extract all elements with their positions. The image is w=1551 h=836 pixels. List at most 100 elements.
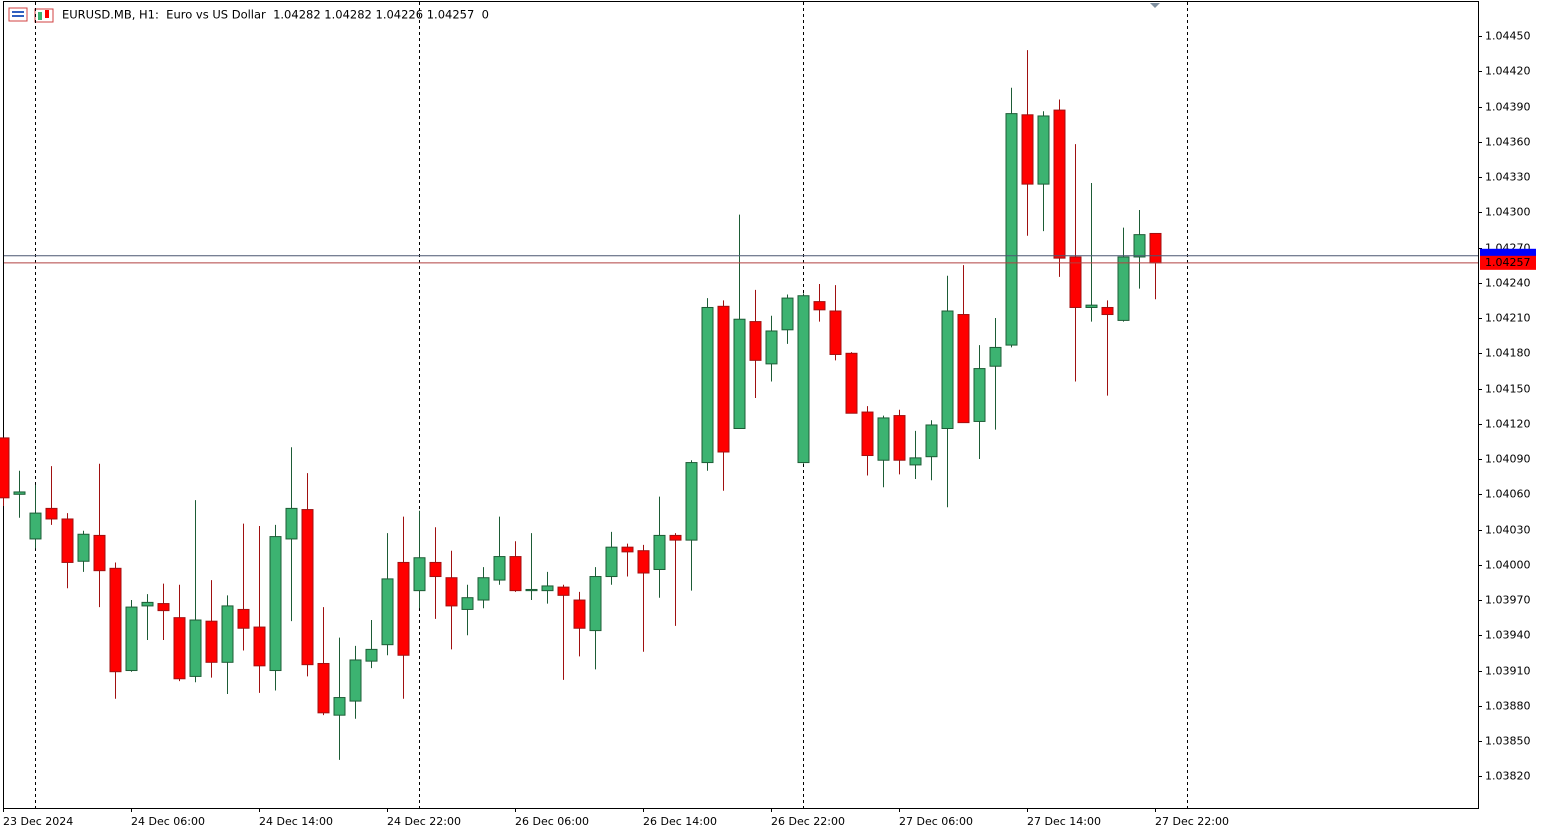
candle-body: [1101, 306, 1114, 316]
y-tick-label: 1.03940: [1485, 629, 1531, 642]
candle-body: [173, 617, 186, 680]
candle-body: [941, 310, 954, 429]
candle-body: [445, 577, 458, 607]
candle-body: [525, 588, 538, 592]
y-tick-label: 1.04450: [1485, 30, 1531, 43]
candle-body: [205, 620, 218, 663]
candle-body: [0, 437, 10, 499]
y-tick-label: 1.04060: [1485, 488, 1531, 501]
y-tick-label: 1.03970: [1485, 594, 1531, 607]
icon: [34, 8, 54, 23]
candle-body: [413, 557, 426, 592]
candle-body: [301, 509, 314, 666]
toolbar-icons: [8, 7, 54, 23]
candle-body: [893, 415, 906, 461]
candle-body: [285, 507, 298, 540]
chart-title: EURUSD.MB, H1: Euro vs US Dollar 1.04282…: [62, 8, 489, 22]
candle-body: [365, 648, 378, 662]
candle-body: [317, 662, 330, 714]
icon: [8, 7, 28, 22]
candle-body: [557, 586, 570, 596]
candle-body: [221, 605, 234, 663]
y-tick-label: 1.04390: [1485, 101, 1531, 114]
candle-body: [109, 567, 122, 673]
shift-marker: [1150, 3, 1160, 8]
candle-body: [397, 561, 410, 656]
candle-body: [669, 534, 682, 541]
candle-body: [493, 556, 506, 581]
y-tick-label: 1.04360: [1485, 136, 1531, 149]
candle-body: [717, 305, 730, 453]
candle-body: [1005, 113, 1018, 346]
x-tick-label: 27 Dec 22:00: [1155, 815, 1229, 828]
candle-body: [477, 577, 490, 601]
candle-body: [605, 546, 618, 578]
candle-body: [925, 424, 938, 458]
x-tick-label: 23 Dec 2024: [3, 815, 73, 828]
candle-body: [461, 597, 474, 610]
candle-body: [621, 546, 634, 553]
y-tick-label: 1.04090: [1485, 453, 1531, 466]
candle-body: [61, 518, 74, 563]
candle-body: [29, 512, 42, 540]
y-tick-label: 1.04300: [1485, 206, 1531, 219]
candle-body: [589, 576, 602, 632]
candle-body: [797, 295, 810, 464]
candle-body: [1085, 304, 1098, 308]
y-tick-label: 1.04030: [1485, 524, 1531, 537]
candle-body: [861, 411, 874, 457]
candle-body: [829, 310, 842, 355]
candle-body: [1149, 232, 1162, 264]
candle-body: [733, 318, 746, 429]
y-tick-label: 1.03850: [1485, 735, 1531, 748]
candle-body: [125, 606, 138, 672]
candle-body: [765, 330, 778, 365]
y-tick-label: 1.03880: [1485, 700, 1531, 713]
y-tick-label: 1.04420: [1485, 65, 1531, 78]
candle-body: [1053, 109, 1066, 259]
candle-body: [973, 368, 986, 422]
candle-body: [701, 306, 714, 464]
icon: [45, 10, 49, 18]
candle-body: [253, 626, 266, 667]
candle-body: [429, 561, 442, 578]
candle-body: [781, 297, 794, 331]
y-tick-label: 1.04240: [1485, 277, 1531, 290]
x-tick-label: 24 Dec 14:00: [259, 815, 333, 828]
y-tick-label: 1.03910: [1485, 665, 1531, 678]
candle-body: [509, 556, 522, 592]
x-tick-label: 26 Dec 06:00: [515, 815, 589, 828]
y-tick-label: 1.04210: [1485, 312, 1531, 325]
y-tick-label: 1.04150: [1485, 383, 1531, 396]
y-tick-label: 1.04120: [1485, 418, 1531, 431]
candle-body: [45, 507, 58, 520]
candle-body: [1069, 256, 1082, 308]
plot-frame: [3, 1, 1479, 809]
x-tick-label: 27 Dec 14:00: [1027, 815, 1101, 828]
icon: [12, 11, 24, 13]
candle-body: [909, 457, 922, 466]
bid-label: 1.04257: [1485, 256, 1531, 269]
candle-body: [1133, 234, 1146, 258]
candle-body: [845, 352, 858, 414]
y-tick-label: 1.03820: [1485, 770, 1531, 783]
candle-body: [77, 533, 90, 562]
candle-body: [989, 346, 1002, 367]
candle-body: [637, 550, 650, 574]
candle-body: [1037, 115, 1050, 185]
candle-body: [157, 603, 170, 612]
candle-body: [93, 534, 106, 572]
candle-body: [957, 314, 970, 424]
x-tick-label: 24 Dec 06:00: [131, 815, 205, 828]
candle-body: [237, 608, 250, 629]
candle-body: [333, 697, 346, 716]
candle-body: [749, 321, 762, 361]
candle-body: [1117, 256, 1130, 321]
x-tick-label: 26 Dec 14:00: [643, 815, 717, 828]
icon: [38, 12, 42, 20]
y-tick-label: 1.04000: [1485, 559, 1531, 572]
candle-body: [381, 578, 394, 646]
candle-body: [813, 301, 826, 311]
